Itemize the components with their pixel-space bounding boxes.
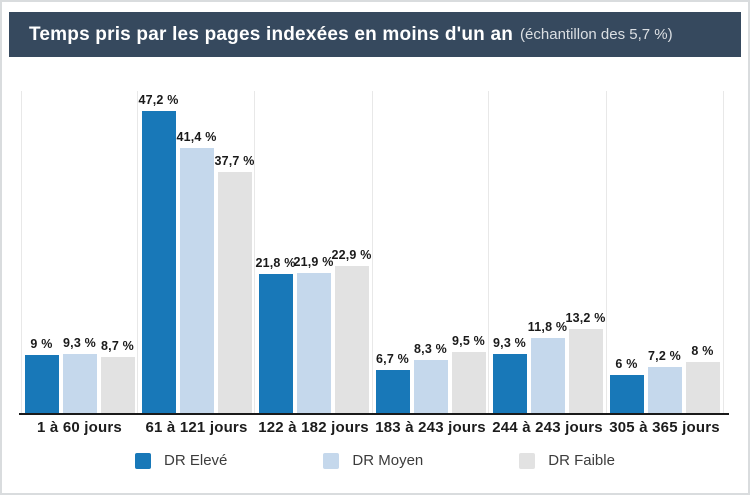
bar: 6 % <box>609 357 644 413</box>
legend: DR Elevé DR Moyen DR Faible <box>2 452 748 469</box>
bar: 37,7 % <box>214 154 254 413</box>
legend-swatch <box>135 452 152 469</box>
chart-header: Temps pris par les pages indexées en moi… <box>9 12 741 57</box>
bar-group: 6 % 7,2 % 8 % <box>606 91 723 413</box>
bar: 47,2 % <box>138 93 178 413</box>
bar-value-label: 13,2 % <box>565 310 606 325</box>
bar-value-label: 8,3 % <box>414 341 447 356</box>
bar-value-label: 22,9 % <box>331 248 372 263</box>
chart-subtitle: (échantillon des 5,7 %) <box>520 26 673 43</box>
bar-value-label: 6,7 % <box>376 352 409 367</box>
bar: 6,7 % <box>375 352 410 413</box>
bar-value-label: 9,5 % <box>452 334 485 349</box>
legend-swatch <box>323 452 340 469</box>
legend-item: DR Faible <box>519 452 615 469</box>
category-labels: 1 à 60 jours 61 à 121 jours 122 à 182 jour… <box>21 419 723 436</box>
bar: 8,3 % <box>413 342 448 413</box>
bar: 22,9 % <box>331 248 371 413</box>
bar: 8,7 % <box>100 339 135 413</box>
bar-value-label: 6 % <box>615 356 638 371</box>
x-axis-line <box>19 413 729 415</box>
bar: 11,8 % <box>528 320 567 413</box>
bar: 7,2 % <box>647 349 682 413</box>
category-label: 183 à 243 jours <box>375 419 486 436</box>
bar: 9,3 % <box>492 336 527 413</box>
gridline-vertical <box>605 91 607 413</box>
gridline-vertical <box>722 91 724 413</box>
gridline-vertical <box>371 91 373 413</box>
bar: 9,5 % <box>451 334 486 413</box>
bar-value-label: 47,2 % <box>138 92 179 107</box>
bar-group: 6,7 % 8,3 % 9,5 % <box>372 91 489 413</box>
bar-value-label: 9 % <box>30 337 53 352</box>
bar-group: 21,8 % 21,9 % 22,9 % <box>255 91 372 413</box>
bar-value-label: 8 % <box>691 343 714 358</box>
chart-title: Temps pris par les pages indexées en moi… <box>29 23 514 45</box>
bar-value-label: 21,9 % <box>293 254 334 269</box>
bar: 9 % <box>24 337 59 413</box>
bar-groups: 9 % 9,3 % 8,7 % 47,2 % 41,4 % 37,7 % 21,8 % 21,… <box>21 91 723 413</box>
category-label: 61 à 121 jours <box>145 419 248 436</box>
bar-value-label: 8,7 % <box>101 339 134 354</box>
bar: 13,2 % <box>565 311 605 413</box>
category-label: 122 à 182 jours <box>258 419 369 436</box>
bar-value-label: 41,4 % <box>176 130 217 144</box>
legend-label: DR Moyen <box>352 452 424 469</box>
legend-swatch <box>519 452 536 469</box>
gridline-vertical <box>20 91 22 413</box>
bar: 21,9 % <box>293 255 333 413</box>
bar: 8 % <box>685 344 720 413</box>
bar-value-label: 7,2 % <box>648 348 681 363</box>
legend-label: DR Elevé <box>164 452 228 469</box>
category-label: 244 à 243 jours <box>492 419 603 436</box>
legend-item: DR Elevé <box>135 452 227 469</box>
bar-value-label: 9,3 % <box>493 335 526 350</box>
bar: 9,3 % <box>62 336 97 413</box>
bar-value-label: 11,8 % <box>527 319 568 334</box>
bar: 21,8 % <box>255 256 295 413</box>
category-label: 305 à 365 jours <box>609 419 720 436</box>
bar-value-label: 37,7 % <box>214 153 255 168</box>
legend-label: DR Faible <box>548 452 615 469</box>
category-label: 1 à 60 jours <box>37 419 122 436</box>
gridline-vertical <box>137 91 139 413</box>
bar: 41,4 % <box>176 130 216 413</box>
gridline-vertical <box>254 91 256 413</box>
bar-value-label: 9,3 % <box>63 335 96 350</box>
bar-group: 9,3 % 11,8 % 13,2 % <box>489 91 606 413</box>
gridline-vertical <box>488 91 490 413</box>
plot-area: 9 % 9,3 % 8,7 % 47,2 % 41,4 % 37,7 % 21,8 % 21,… <box>19 91 729 415</box>
bar-value-label: 21,8 % <box>255 255 296 270</box>
legend-item: DR Moyen <box>323 452 423 469</box>
bar-group: 9 % 9,3 % 8,7 % <box>21 91 138 413</box>
bar-group: 47,2 % 41,4 % 37,7 % <box>138 91 255 413</box>
